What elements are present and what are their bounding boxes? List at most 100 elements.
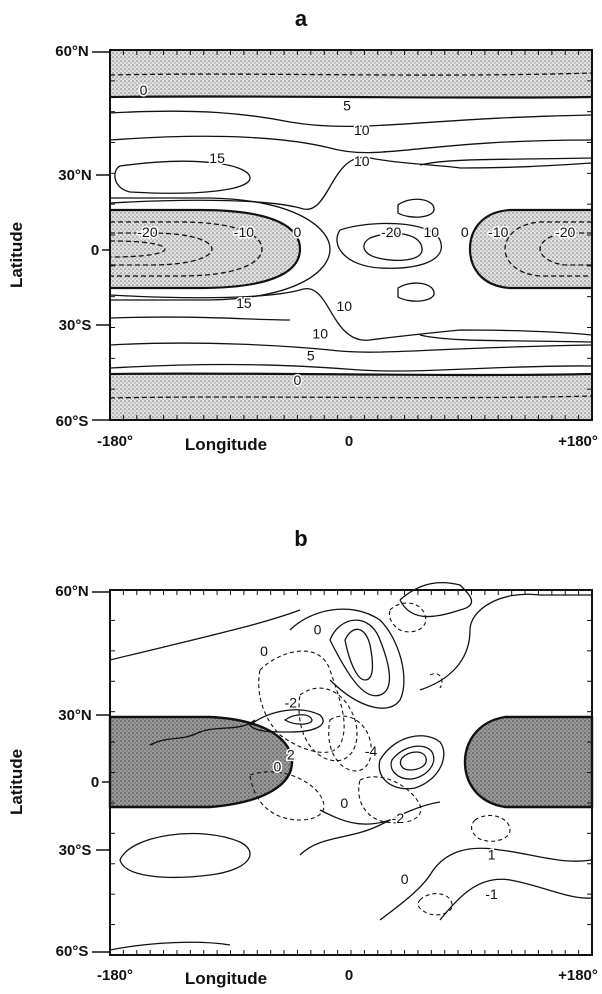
contour-inner-north [419,157,593,166]
y-tick-60s-b: 60°S [56,943,89,960]
contour-label-10: -1 [485,886,498,902]
shaded-region-west [110,210,300,288]
contour-b-cell-west-inner [283,714,313,725]
panel-a: a [0,0,602,470]
y-axis-label: Latitude [7,222,26,288]
contour-label-1: 0 [260,643,268,659]
contour-neg-south-1 [109,395,593,399]
contour-15-south [109,316,291,321]
x-axis-label-b: Longitude [185,969,267,988]
contour-b-south-center [299,801,441,856]
contour-label-13: 15 [236,295,252,311]
x-tick-right: +180° [558,433,598,450]
contour-neg-north-1 [109,72,593,76]
contour-label-14: 10 [337,298,353,314]
contour-label-0: 0 [140,82,148,98]
x-tick-center-b: 0 [345,967,353,984]
y-tick-60n-b: 60°N [55,583,89,600]
contour-10-south [109,342,593,353]
contour-b-cell-east [378,735,445,790]
contour-zero-east [468,208,592,290]
contour-label-9: 0 [401,871,409,887]
contour-label-4: 10 [354,153,370,169]
contour-b-south-right [379,847,593,921]
contour-closed-south-small [397,282,435,302]
contour-label-5: -20 [137,224,157,240]
contour-b-neg-1 [258,650,345,753]
contour-10-north [109,135,593,154]
heating-region-west [108,715,294,809]
contour-zero-south [109,372,593,377]
contour-label-5: 0 [274,758,282,774]
contour-label-10: 0 [461,224,469,240]
contour-envelope-west [110,197,331,301]
contour-label-12: -20 [555,224,575,240]
contour-25-closed [363,232,423,261]
contour-10-mid-south [109,287,593,341]
y-tick-30s: 30°S [59,317,92,334]
contour-b-upper-west [109,609,301,661]
x-tick-center: 0 [345,433,353,450]
contour-15-north-closed [114,160,251,194]
y-axis-label-b: Latitude [7,749,26,815]
contour-b-neg-8 [417,893,453,916]
contour-b-right-top [399,582,473,618]
contour-zero-north [109,95,593,99]
contour-neg-east-10 [504,221,592,277]
contour-closed-north-small [397,198,435,218]
contour-b-closed-north-inner [344,628,374,681]
contour-b-neg-6 [388,602,427,633]
contour-b-south-west [109,941,231,951]
x-axis-label: Longitude [185,435,267,454]
contour-label-11: -10 [488,224,508,240]
contour-5-south [109,363,593,372]
contour-inner-south [419,334,593,343]
panel-a-label: a [294,6,308,31]
contour-label-9: 10 [424,224,440,240]
contour-b-mid-south [319,809,391,825]
y-tick-30n-b: 30°N [58,707,92,724]
contour-label-16: 5 [307,347,315,363]
y-tick-60s: 60°S [56,413,89,430]
contour-label-17: 0 [294,372,302,388]
shaded-region-east [470,210,592,288]
contour-neg-west-20 [110,232,213,266]
heating-region-east [463,715,594,809]
x-tick-left: -180° [97,433,133,450]
contour-10-mid-north [109,156,593,211]
contour-b-cell-west [249,709,324,733]
contour-b-neg-4 [249,771,325,821]
contour-b-wiggle [149,719,256,746]
y-tick-0-b: 0 [91,774,99,791]
contour-label-1: 5 [343,98,351,114]
contour-label-2: -2 [285,695,298,711]
contour-label-8: 1 [488,847,496,863]
contour-label-7: -2 [392,810,405,826]
contour-b-south-closed [119,832,251,878]
contour-b-neg-7 [471,815,511,842]
contour-b-neg-9 [429,673,443,689]
y-tick-60n: 60°N [55,43,89,60]
contour-b-outer-north [289,608,405,709]
contour-label-8: -20 [381,224,401,240]
contour-b-neg-2 [298,687,358,762]
y-tick-30s-b: 30°S [59,842,92,859]
contour-20-closed [336,222,442,269]
contour-zero-west [110,208,302,290]
x-tick-left-b: -180° [97,967,133,984]
x-tick-right-b: +180° [558,967,598,984]
contour-label-2: 10 [354,122,370,138]
contour-label-4: 2 [287,746,295,762]
contour-label-15: 10 [312,326,328,342]
shaded-region-north [110,50,592,97]
panel-b-label: b [294,526,308,551]
contour-label-0: 0 [314,622,322,638]
contour-b-south-right-2 [439,878,593,921]
y-tick-30n: 30°N [58,167,92,184]
contour-b-closed-north [329,619,391,697]
contour-neg-west-30 [109,240,166,258]
contour-label-3: -4 [365,743,378,759]
contour-5-north [109,110,593,128]
